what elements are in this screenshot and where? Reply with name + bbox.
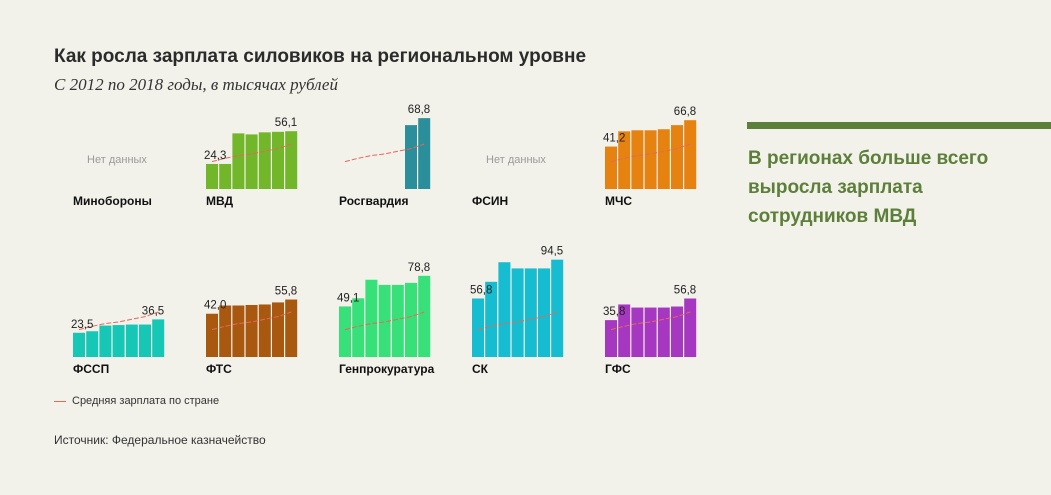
agency-0-no-data: Нет данных [87, 154, 147, 166]
agency-8-last-value: 94,5 [541, 246, 563, 258]
agency-6-bar [285, 299, 298, 357]
agency-8-bar [551, 259, 564, 357]
agency-0-label: Минобороны [73, 194, 152, 208]
small-multiples-chart: Минобороны Нет данных МВД 24,3 56,1 Росгварди… [71, 104, 697, 376]
agency-7-bar [405, 282, 417, 357]
agency-5-bar [139, 324, 151, 357]
agency-8-national-average-line [477, 311, 558, 331]
legend: Средняя зарплата по стране [54, 395, 219, 407]
agency-8-bar [538, 268, 550, 357]
agency-8-bar [498, 262, 511, 357]
agency-4-first-value: 41,2 [603, 133, 625, 145]
agency-6-bar [258, 304, 271, 357]
agency-9-bar [618, 304, 631, 357]
agency-1-last-value: 56,1 [275, 117, 297, 129]
agency-3-no-data: Нет данных [486, 154, 546, 166]
agency-7-bar [352, 298, 365, 357]
agency-9-last-value: 56,8 [674, 284, 696, 296]
source-note: Источник: Федеральное казначейство [54, 433, 266, 447]
agency-9-label: ГФС [605, 362, 631, 376]
agency-2-national-average-line [344, 143, 425, 163]
agency-1-bar [285, 131, 298, 189]
agency-2-bar [418, 118, 431, 189]
agency-5-bar [86, 331, 99, 357]
agency-7-national-average-line [344, 311, 425, 331]
agency-8-bar [485, 281, 498, 357]
agency-1-first-value: 24,3 [204, 150, 226, 162]
agency-1-bar [232, 133, 245, 189]
agency-1-bar [258, 132, 271, 189]
agency-6-bar [206, 313, 218, 357]
agency-9-bar [657, 307, 670, 357]
agency-7-first-value: 49,1 [337, 292, 359, 304]
agency-2-bar [405, 125, 417, 189]
agency-7-bar [391, 284, 404, 357]
agency-6-bar [232, 305, 245, 357]
agency-9-national-average-line [610, 311, 691, 331]
agency-6-national-average-line [211, 311, 292, 331]
agency-2-label: Росгвардия [339, 194, 408, 208]
agency-9-bar [605, 320, 617, 357]
agency-1-national-average-line [211, 143, 292, 163]
agency-5-bar [73, 332, 85, 357]
agency-8-first-value: 56,8 [470, 284, 492, 296]
agency-4-bar [684, 120, 697, 189]
agency-4-bar [605, 146, 617, 189]
agency-3-label: ФСИН [472, 194, 508, 208]
agency-8-bar [511, 268, 524, 357]
agency-7-bar [418, 275, 431, 357]
agency-4-last-value: 66,8 [674, 106, 696, 118]
agency-4-bar [618, 131, 631, 189]
agency-4-label: МЧС [605, 194, 632, 208]
agency-4-bar [671, 125, 683, 189]
legend-line-icon [54, 400, 66, 402]
agency-1-bar [272, 131, 284, 189]
agency-7-bar [339, 306, 351, 357]
agency-5-bar [99, 325, 112, 357]
agency-8-bar [472, 298, 484, 357]
agency-5-national-average-line [78, 311, 159, 331]
agency-7-last-value: 78,8 [408, 262, 430, 274]
agency-8-bar [524, 268, 537, 357]
sidebar-accent-bar [747, 122, 1051, 129]
agency-9-bar [644, 307, 657, 357]
agency-4-bar [657, 129, 670, 189]
agency-1-bar [219, 163, 232, 189]
agency-9-bar [671, 306, 683, 357]
agency-5-bar [152, 319, 165, 357]
agency-6-first-value: 42,0 [204, 300, 226, 312]
agency-5-last-value: 36,5 [142, 305, 164, 317]
agency-1-bar [206, 163, 218, 189]
agency-4-national-average-line [610, 143, 691, 163]
agency-6-bar [245, 304, 258, 357]
agency-6-last-value: 55,8 [275, 286, 297, 298]
chart-title: Как росла зарплата силовиков на регионал… [54, 46, 587, 67]
agency-7-bar [378, 284, 391, 357]
agency-1-bar [245, 134, 258, 189]
agency-1-label: МВД [206, 194, 234, 208]
agency-4-bar [644, 130, 657, 189]
agency-5-bar [112, 325, 125, 357]
agency-6-bar [272, 302, 284, 357]
agency-9-bar [684, 298, 697, 357]
agency-7-label: Генпрокуратура [339, 362, 435, 376]
agency-5-first-value: 23,5 [71, 319, 93, 331]
agency-9-first-value: 35,8 [603, 306, 625, 318]
agency-5-label: ФССП [73, 362, 109, 376]
sidebar-headline: В регионах больше всего выросла зарплата… [748, 148, 989, 227]
agency-2-last-value: 68,8 [408, 104, 430, 116]
agency-8-label: СК [472, 362, 489, 376]
agency-4-bar [631, 130, 644, 189]
agency-6-label: ФТС [206, 362, 232, 376]
agency-6-bar [219, 305, 232, 357]
agency-7-bar [365, 279, 378, 357]
agency-5-bar [125, 324, 138, 357]
agency-9-bar [631, 307, 644, 357]
chart-subtitle: С 2012 по 2018 годы, в тысячах рублей [54, 75, 338, 94]
legend-label: Средняя зарплата по стране [72, 395, 220, 407]
